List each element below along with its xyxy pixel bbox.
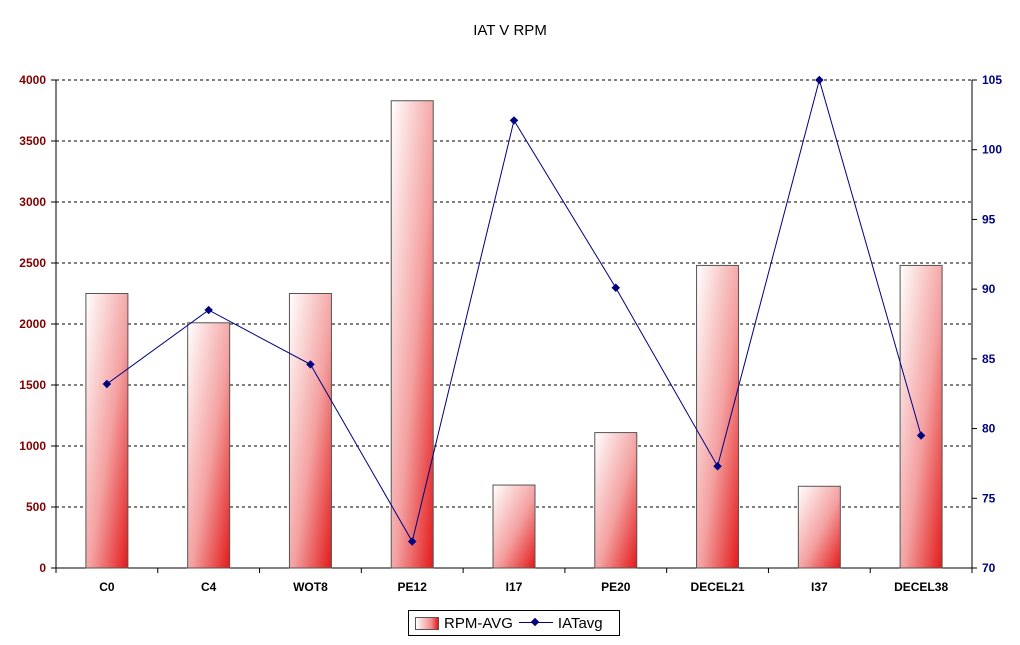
y-right-tick-label: 75	[982, 491, 996, 505]
bar-rpm-avg	[594, 432, 638, 569]
point-iatavg	[611, 283, 621, 292]
y-right-tick-label: 90	[982, 282, 996, 296]
bar-rpm-avg	[85, 293, 129, 569]
legend-bar-swatch	[415, 616, 439, 630]
point-iatavg	[916, 431, 926, 440]
bar-rpm-avg	[696, 264, 740, 569]
bar-rpm-avg	[899, 264, 943, 569]
chart-title: IAT V RPM	[473, 22, 547, 39]
point-iatavg	[204, 305, 213, 315]
point-iatavg	[509, 116, 519, 125]
x-tick-label: C4	[201, 580, 217, 594]
y-right-tick-label: 70	[982, 561, 996, 575]
bar-rpm-avg	[288, 293, 332, 569]
y-right-tick-label: 95	[982, 212, 996, 226]
y-right-tick-label: 85	[982, 352, 996, 366]
y-left-tick-label: 0	[39, 561, 46, 575]
point-iatavg	[407, 537, 417, 546]
y-left-tick-label: 1500	[19, 378, 46, 392]
y-right-tick-label: 105	[982, 73, 1002, 87]
legend-item-rpm-avg: RPM-AVG	[415, 615, 513, 632]
bar-rpm-avg	[390, 100, 434, 569]
y-left-tick-label: 2500	[19, 256, 46, 270]
x-tick-label: WOT8	[293, 580, 328, 594]
bar-rpm-avg	[187, 322, 231, 569]
bar-rpm-avg	[797, 485, 841, 569]
y-left-tick-label: 2000	[19, 317, 46, 331]
x-tick-label: I17	[506, 580, 523, 594]
y-left-tick-label: 4000	[19, 73, 46, 87]
x-tick-label: PE12	[398, 580, 428, 594]
x-tick-label: PE20	[601, 580, 631, 594]
x-tick-label: DECEL38	[894, 580, 948, 594]
legend-item-iatavg: IATavg	[518, 614, 603, 632]
x-tick-label: I37	[811, 580, 828, 594]
bar-rpm-avg	[492, 484, 536, 569]
y-right-tick-label: 100	[982, 143, 1002, 157]
y-left-tick-label: 500	[26, 500, 46, 514]
y-left-tick-label: 3000	[19, 195, 46, 209]
legend: RPM-AVG IATavg	[408, 610, 620, 636]
y-left-tick-label: 3500	[19, 134, 46, 148]
x-tick-label: C0	[99, 580, 115, 594]
point-iatavg	[815, 75, 824, 85]
x-tick-label: DECEL21	[691, 580, 745, 594]
legend-label-iatavg: IATavg	[557, 614, 603, 632]
legend-label-rpm-avg: RPM-AVG	[444, 614, 513, 632]
y-left-tick-label: 1000	[19, 439, 46, 453]
legend-line-swatch	[518, 616, 553, 630]
point-iatavg	[713, 461, 722, 471]
point-iatavg	[102, 379, 112, 389]
point-iatavg	[306, 360, 315, 369]
y-right-tick-label: 80	[982, 422, 996, 436]
